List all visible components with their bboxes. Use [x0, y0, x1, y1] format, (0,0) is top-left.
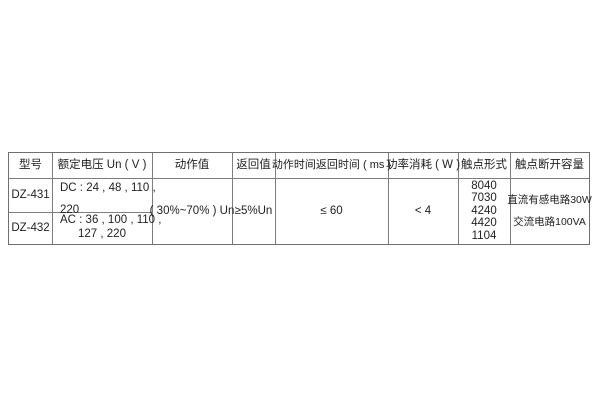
row-divider-line — [9, 212, 152, 213]
header-cell-return-value: 返回值 — [236, 159, 271, 171]
cell-breaking-capacity: 直流有感电路30W 交流电路100VA — [507, 178, 592, 244]
cell-operate-value: ( 30%~70% ) Un — [149, 204, 235, 217]
column-divider-line — [388, 153, 389, 244]
rated-voltage-dc-line2: 220 — [60, 204, 80, 216]
rated-voltage-ac-line2: 127 , 220 — [78, 228, 126, 240]
header-cell-breaking-capacity: 触点断开容量 — [515, 159, 584, 171]
contact-form-value: 4420 — [471, 217, 497, 230]
column-divider-line — [458, 153, 459, 244]
cell-power-consumption: < 4 — [414, 204, 432, 217]
rated-voltage-ac-line1: AC : 36 , 100 , 110 , — [60, 214, 162, 226]
header-cell-contact-form: 触点形式 — [461, 159, 507, 171]
contact-form-value: 4240 — [471, 204, 497, 217]
cell-operate-return-time: ≤ 60 — [320, 204, 343, 217]
header-divider-line — [9, 178, 589, 179]
breaking-capacity-dc: 直流有感电路30W — [507, 194, 592, 206]
cell-return-value: ≥5%Un — [234, 204, 273, 217]
header-cell-operate-value: 动作值 — [174, 159, 210, 171]
column-divider-line — [232, 153, 233, 244]
cell-model-dz432: DZ-432 — [11, 221, 50, 234]
header-cell-model: 型号 — [19, 159, 42, 171]
rated-voltage-dc-line1: DC : 24 , 48 , 110 , — [60, 182, 156, 194]
breaking-capacity-ac: 交流电路100VA — [513, 216, 586, 228]
column-divider-line — [275, 153, 276, 244]
header-cell-operate-return-time: 动作时间返回时间 ( ms ) — [271, 159, 392, 171]
cell-model-dz431: DZ-431 — [11, 188, 50, 201]
contact-form-value: 1104 — [471, 229, 497, 242]
contact-form-value: 8040 — [471, 179, 497, 192]
column-divider-line — [52, 153, 53, 244]
contact-form-value: 7030 — [471, 192, 497, 205]
column-divider-line — [510, 153, 511, 244]
header-cell-rated-voltage: 额定电压 Un ( V ) — [57, 159, 147, 171]
header-cell-power-consumption: 功率消耗 ( W ) — [385, 159, 461, 171]
column-divider-line — [152, 153, 153, 244]
spec-table: 型号 额定电压 Un ( V ) 动作值 返回值 动作时间返回时间 ( ms )… — [8, 152, 592, 245]
cell-contact-forms: 8040 7030 4240 4420 1104 — [458, 178, 510, 244]
cell-rated-voltage: DC : 24 , 48 , 110 , 220 AC : 36 , 100 ,… — [52, 178, 161, 244]
